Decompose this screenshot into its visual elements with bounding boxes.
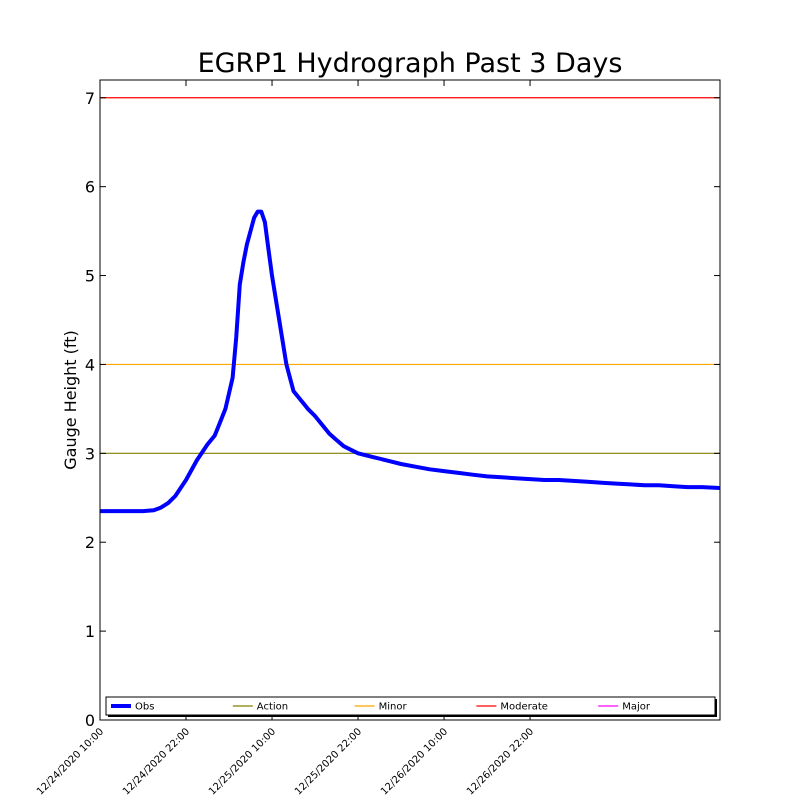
- x-tick-label: 12/26/2020 10:00: [379, 726, 450, 797]
- x-tick-label: 12/24/2020 10:00: [35, 726, 106, 797]
- legend-label-obs: Obs: [135, 702, 154, 713]
- y-tick-label: 3: [85, 444, 95, 463]
- legend-box: [105, 696, 716, 716]
- x-tick-label: 12/25/2020 22:00: [293, 726, 364, 797]
- y-tick-label: 4: [85, 355, 95, 374]
- plot-area: 0 1 2 3 4 5 6 7 12/24/2020 10:00 12/24/2020 22:00…: [35, 79, 721, 798]
- series-line-obs: [100, 209, 720, 514]
- y-tick-label: 6: [85, 178, 95, 197]
- x-tick-label: 12/26/2020 22:00: [465, 726, 536, 797]
- y-tick-label: 0: [85, 711, 95, 730]
- x-tick-label: 12/24/2020 22:00: [121, 726, 192, 797]
- legend-label-major: Major: [622, 702, 651, 713]
- y-tick-label: 5: [85, 267, 95, 286]
- y-tick-label: 7: [85, 89, 95, 108]
- legend-label-moderate: Moderate: [500, 702, 548, 713]
- legend-label-minor: Minor: [379, 702, 408, 713]
- y-axis-label: Gauge Height (ft): [61, 330, 80, 470]
- y-tick-label: 2: [85, 533, 95, 552]
- chart-title: EGRP1 Hydrograph Past 3 Days: [198, 48, 623, 79]
- legend-label-action: Action: [257, 702, 288, 713]
- x-tick-label: 12/25/2020 10:00: [207, 726, 278, 797]
- y-tick-label: 1: [85, 622, 95, 641]
- plot-frame: [99, 79, 721, 721]
